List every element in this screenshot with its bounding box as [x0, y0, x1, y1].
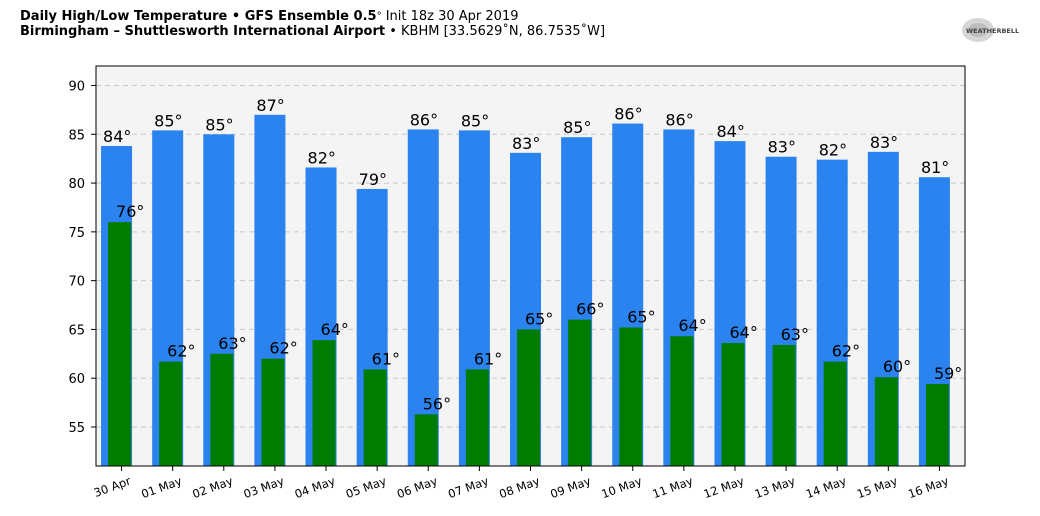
low-temp-bar	[619, 327, 643, 466]
y-tick-label: 65	[68, 323, 85, 338]
init-time-text: Init 18z 30 Apr 2019	[381, 9, 519, 24]
low-temp-bar	[312, 340, 336, 466]
location-name: Birmingham – Shuttlesworth International…	[20, 24, 386, 39]
low-temp-bar	[874, 377, 898, 466]
x-tick-label: 10 May	[599, 474, 643, 502]
high-temp-label: 84°	[103, 127, 131, 146]
low-temp-bar	[414, 414, 438, 466]
low-temp-bar	[925, 384, 949, 466]
low-temp-bar	[772, 345, 796, 466]
high-temp-label: 82°	[819, 141, 847, 160]
title-degree: °	[376, 11, 382, 22]
low-temp-bar	[721, 343, 745, 466]
low-temp-label: 64°	[678, 316, 706, 335]
y-tick-label: 75	[68, 226, 85, 241]
low-temp-bar	[159, 361, 183, 466]
x-tick-label: 16 May	[906, 474, 950, 502]
low-temp-label: 64°	[321, 320, 349, 339]
title-text: Daily High/Low Temperature • GFS Ensembl…	[20, 9, 377, 24]
y-tick-label: 70	[68, 275, 85, 290]
location-line: Birmingham – Shuttlesworth International…	[20, 24, 605, 39]
x-tick-label: 04 May	[293, 474, 337, 502]
low-temp-label: 63°	[218, 334, 246, 353]
low-temp-label: 59°	[934, 364, 962, 383]
low-temp-label: 61°	[372, 349, 400, 368]
x-tick-label: 07 May	[446, 474, 490, 502]
low-temp-bar	[210, 353, 234, 466]
high-temp-label: 85°	[154, 111, 182, 130]
high-temp-label: 83°	[512, 134, 540, 153]
high-temp-label: 83°	[768, 138, 796, 157]
high-temp-label: 85°	[563, 118, 591, 137]
weatherbell-logo-icon: WEATHERBELL	[962, 18, 1019, 42]
high-temp-label: 81°	[921, 158, 949, 177]
high-temp-label: 79°	[359, 170, 387, 189]
high-temp-label: 82°	[308, 148, 336, 167]
low-temp-label: 65°	[627, 307, 655, 326]
low-temp-label: 62°	[167, 342, 195, 361]
x-tick-label: 02 May	[190, 474, 234, 502]
low-temp-bar	[823, 361, 847, 466]
high-temp-label: 86°	[665, 110, 693, 129]
low-temp-label: 65°	[525, 309, 553, 328]
x-tick-label: 01 May	[139, 474, 183, 502]
high-temp-label: 86°	[410, 110, 438, 129]
x-tick-label: 15 May	[855, 474, 899, 502]
x-tick-label: 03 May	[242, 474, 286, 502]
x-tick-label: 30 Apr	[92, 474, 133, 500]
low-temp-bar	[108, 222, 132, 466]
low-temp-bar	[465, 369, 489, 466]
y-tick-label: 90	[68, 80, 85, 95]
high-temp-label: 84°	[716, 122, 744, 141]
low-temp-bar	[261, 358, 285, 466]
chart-header: Daily High/Low Temperature • GFS Ensembl…	[20, 9, 605, 39]
svg-text:WEATHERBELL: WEATHERBELL	[966, 27, 1019, 35]
low-temp-label: 66°	[576, 300, 604, 319]
x-tick-label: 14 May	[804, 474, 848, 502]
y-tick-label: 80	[68, 177, 85, 192]
low-temp-label: 56°	[423, 394, 451, 413]
x-tick-label: 11 May	[651, 474, 695, 502]
low-temp-bar	[670, 336, 694, 466]
low-temp-label: 64°	[729, 323, 757, 342]
high-temp-label: 85°	[205, 115, 233, 134]
x-tick-label: 06 May	[395, 474, 439, 502]
y-tick-label: 55	[68, 421, 85, 436]
low-temp-label: 60°	[883, 357, 911, 376]
low-temp-label: 62°	[269, 339, 297, 358]
low-temp-bar	[363, 369, 387, 466]
x-tick-label: 13 May	[753, 474, 797, 502]
x-tick-label: 09 May	[548, 474, 592, 502]
y-tick-label: 85	[68, 128, 85, 143]
plot-frame	[95, 65, 966, 467]
high-temp-label: 87°	[256, 96, 284, 115]
low-temp-bar	[517, 329, 540, 466]
low-temp-label: 76°	[116, 202, 144, 221]
y-tick-label: 60	[68, 372, 85, 387]
high-temp-label: 86°	[614, 105, 642, 124]
low-temp-label: 62°	[832, 342, 860, 361]
x-tick-label: 08 May	[497, 474, 541, 502]
low-temp-bar	[568, 319, 592, 466]
x-tick-label: 05 May	[344, 474, 388, 502]
high-temp-label: 83°	[870, 133, 898, 152]
high-temp-label: 85°	[461, 111, 489, 130]
x-tick-label: 12 May	[702, 474, 746, 502]
low-temp-label: 63°	[781, 325, 809, 344]
title-line: Daily High/Low Temperature • GFS Ensembl…	[20, 9, 605, 24]
high-temp-bar	[407, 129, 439, 467]
low-temp-label: 61°	[474, 349, 502, 368]
location-coords: • KBHM [33.5629˚N, 86.7535˚W]	[385, 24, 606, 39]
